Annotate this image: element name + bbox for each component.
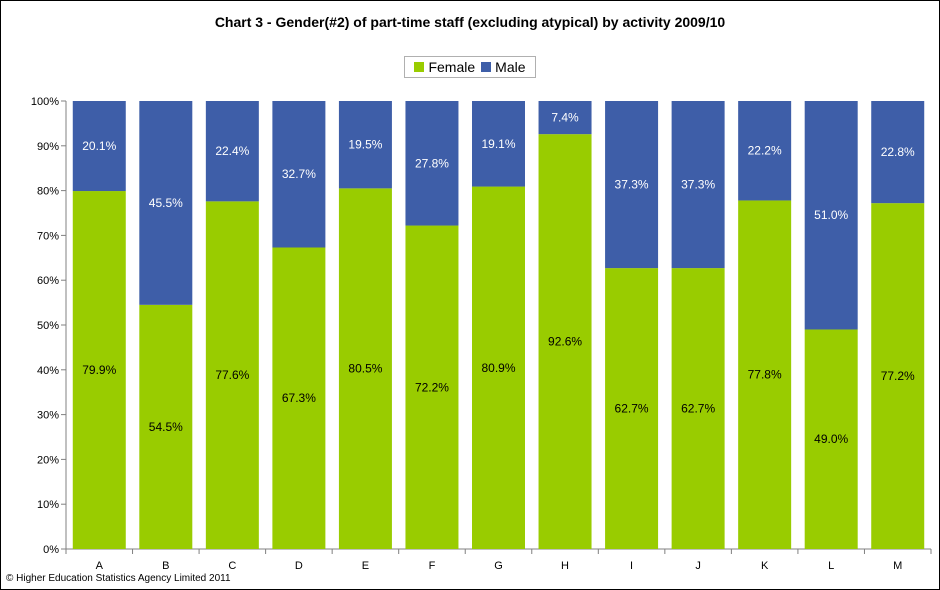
data-label-male-m: 22.8% (881, 145, 915, 159)
x-tick-label: J (695, 560, 701, 572)
y-tick-label: 20% (37, 454, 59, 466)
x-tick-label: B (162, 560, 169, 572)
x-tick-label: D (295, 560, 303, 572)
data-label-female-e: 80.5% (348, 362, 382, 376)
y-tick-label: 100% (31, 96, 59, 108)
data-label-male-d: 32.7% (282, 167, 316, 181)
data-label-female-l: 49.0% (814, 432, 848, 446)
data-label-female-m: 77.2% (881, 369, 915, 383)
y-tick-label: 50% (37, 320, 59, 332)
data-label-male-h: 7.4% (551, 111, 579, 125)
y-tick-label: 70% (37, 230, 59, 242)
data-label-male-f: 27.8% (415, 156, 449, 170)
data-label-female-a: 79.9% (82, 363, 116, 377)
data-label-female-k: 77.8% (748, 368, 782, 382)
x-tick-label: A (96, 560, 104, 572)
x-tick-label: G (494, 560, 503, 572)
y-tick-label: 60% (37, 275, 59, 287)
data-label-female-b: 54.5% (149, 420, 183, 434)
data-label-male-a: 20.1% (82, 139, 116, 153)
data-label-male-j: 37.3% (681, 178, 715, 192)
y-tick-label: 30% (37, 410, 59, 422)
x-tick-label: F (429, 560, 436, 572)
data-label-female-f: 72.2% (415, 380, 449, 394)
data-label-male-l: 51.0% (814, 208, 848, 222)
x-tick-label: C (228, 560, 236, 572)
data-label-male-c: 22.4% (215, 144, 249, 158)
data-label-male-i: 37.3% (615, 178, 649, 192)
data-label-female-i: 62.7% (615, 402, 649, 416)
copyright-notice: © Higher Education Statistics Agency Lim… (6, 573, 231, 584)
y-tick-label: 10% (37, 499, 59, 511)
x-tick-label: M (893, 560, 902, 572)
y-tick-label: 90% (37, 141, 59, 153)
x-tick-label: L (828, 560, 834, 572)
data-label-female-d: 67.3% (282, 391, 316, 405)
data-label-female-c: 77.6% (215, 368, 249, 382)
data-label-male-k: 22.2% (748, 144, 782, 158)
x-tick-label: H (561, 560, 569, 572)
y-tick-label: 40% (37, 365, 59, 377)
data-label-male-g: 19.1% (481, 137, 515, 151)
x-tick-label: E (362, 560, 369, 572)
data-label-female-h: 92.6% (548, 335, 582, 349)
data-label-male-e: 19.5% (348, 138, 382, 152)
x-tick-label: K (761, 560, 769, 572)
data-label-female-j: 62.7% (681, 402, 715, 416)
x-tick-label: I (630, 560, 633, 572)
y-tick-label: 80% (37, 186, 59, 198)
y-tick-label: 0% (43, 544, 59, 556)
data-label-male-b: 45.5% (149, 196, 183, 210)
data-label-female-g: 80.9% (481, 361, 515, 375)
